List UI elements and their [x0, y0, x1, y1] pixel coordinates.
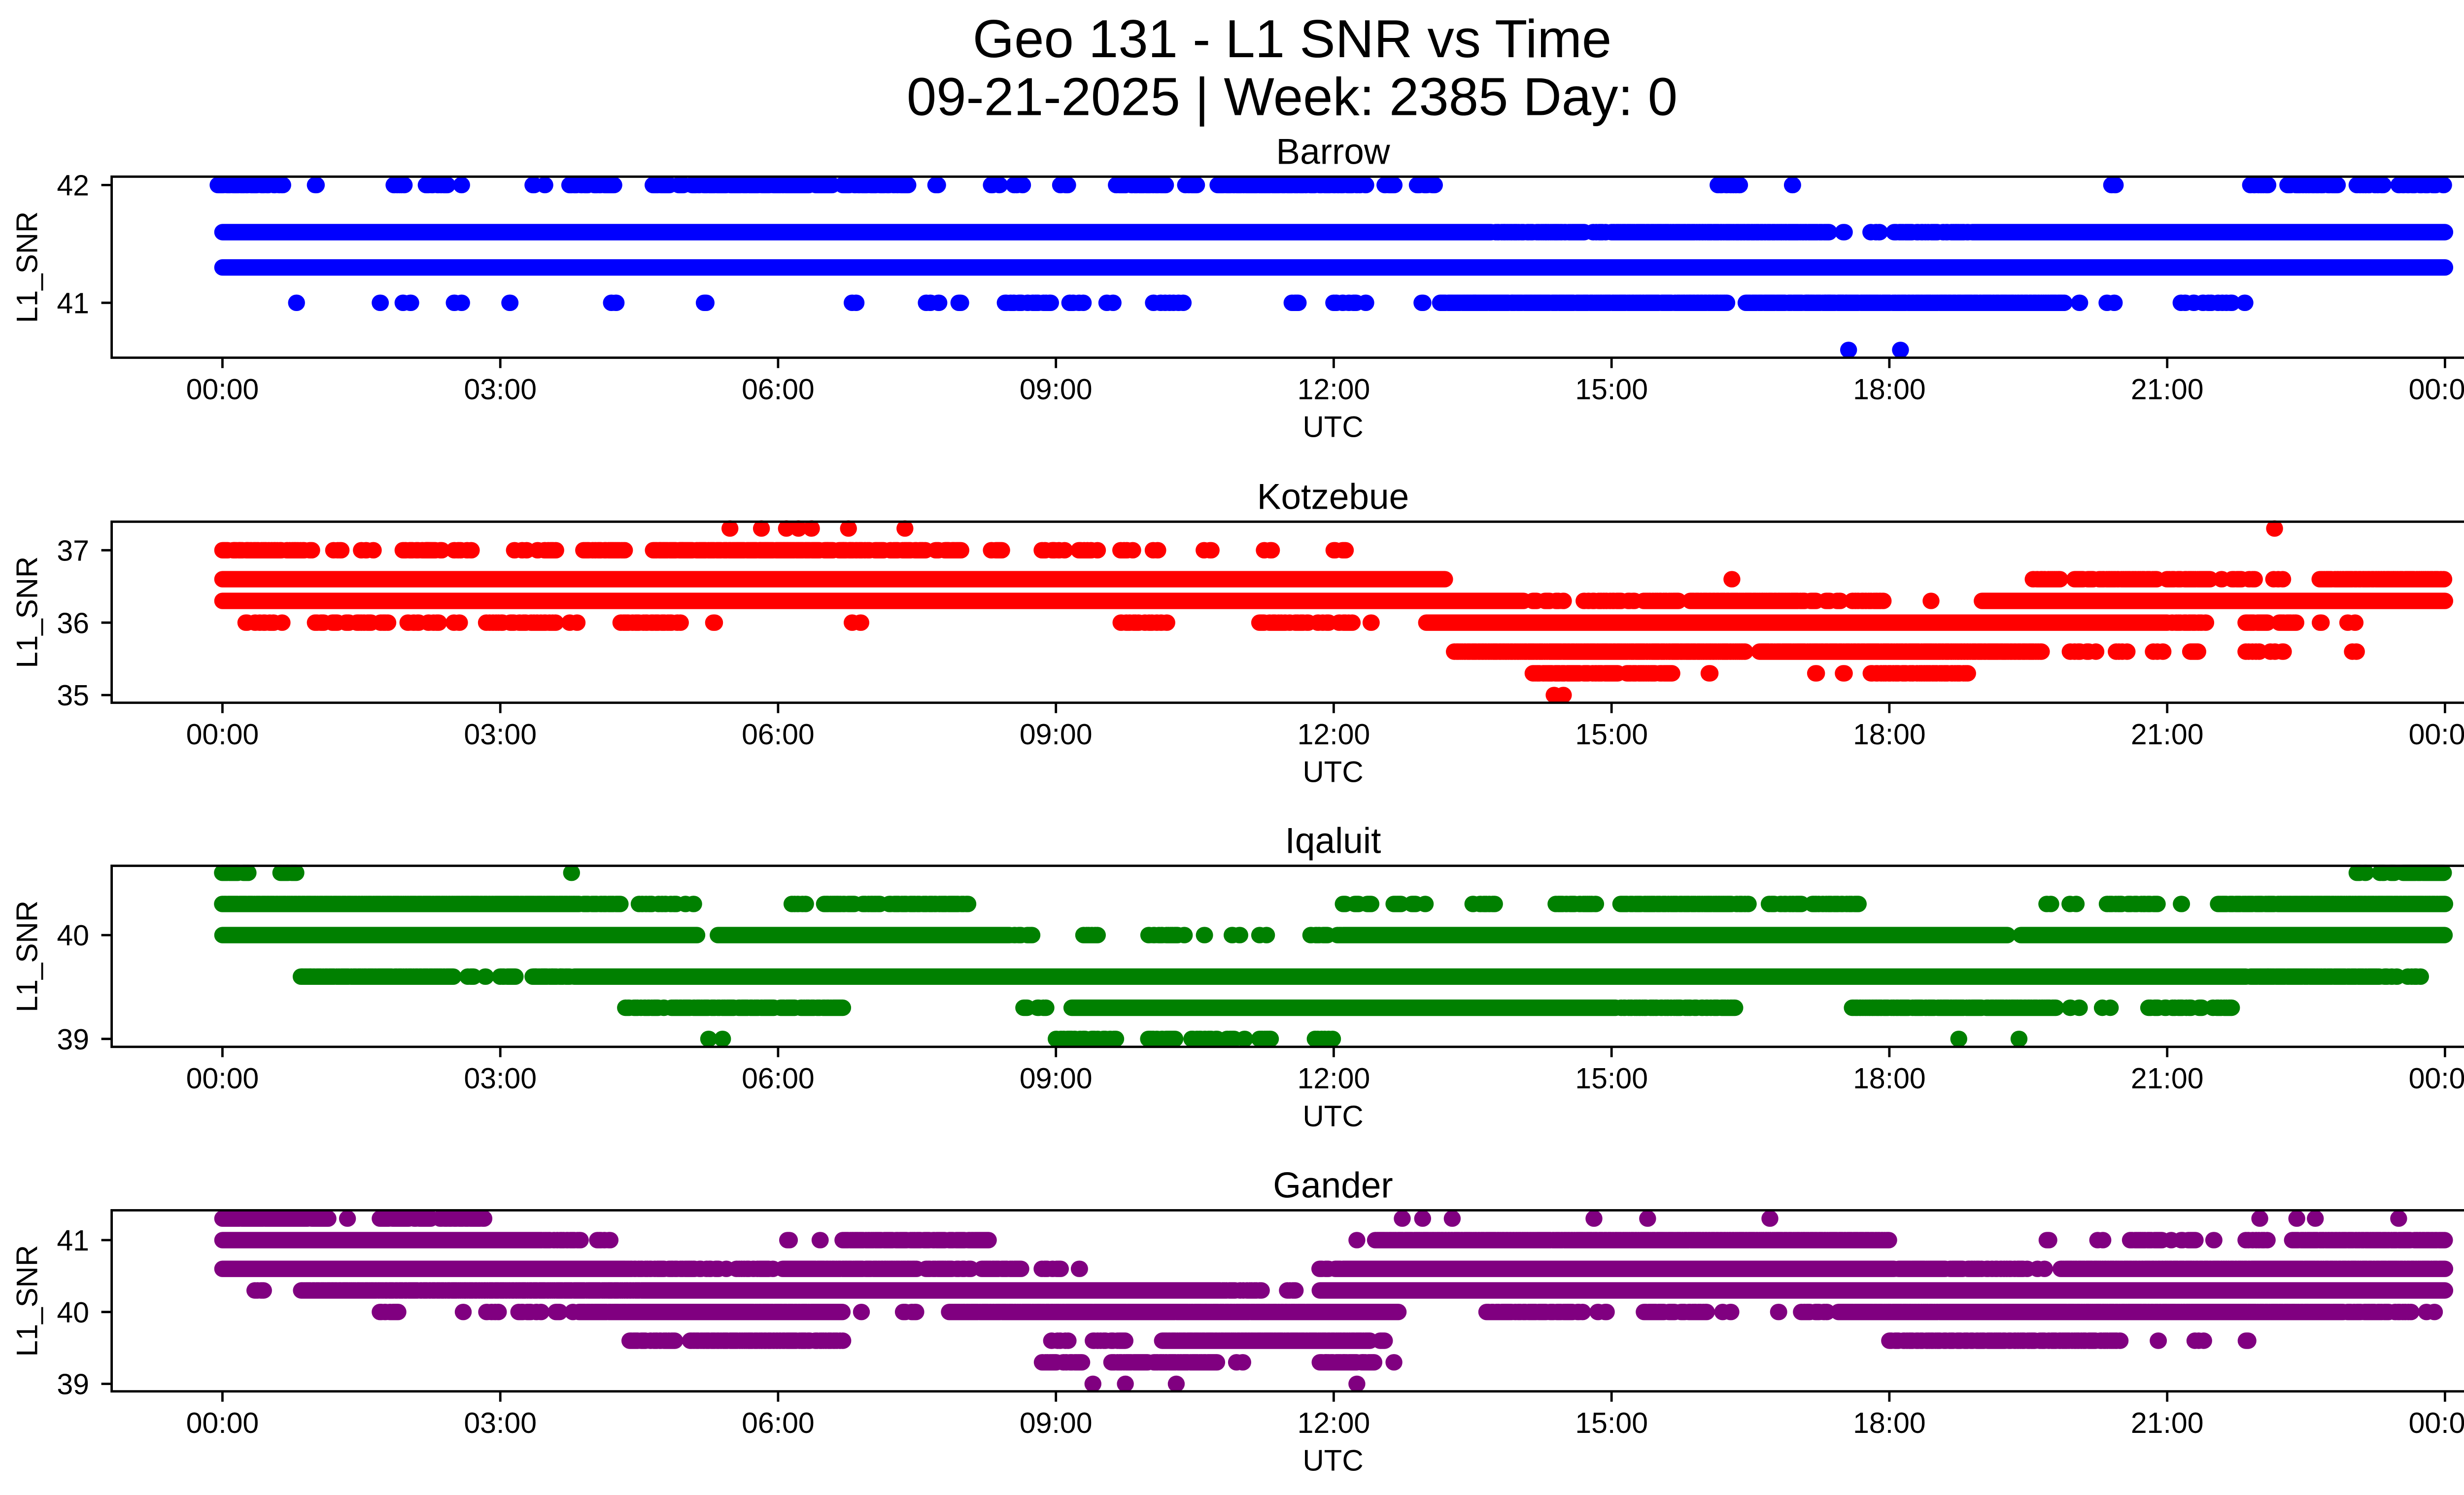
- svg-text:03:00: 03:00: [464, 1062, 537, 1095]
- svg-text:21:00: 21:00: [2131, 373, 2204, 406]
- svg-text:L1_SNR: L1_SNR: [11, 211, 44, 323]
- svg-text:00:00: 00:00: [2409, 373, 2464, 406]
- svg-text:06:00: 06:00: [742, 718, 815, 751]
- svg-text:00:00: 00:00: [2409, 1407, 2464, 1439]
- svg-text:18:00: 18:00: [1853, 373, 1926, 406]
- svg-text:15:00: 15:00: [1575, 718, 1648, 751]
- svg-text:39: 39: [57, 1023, 89, 1056]
- svg-text:39: 39: [57, 1368, 89, 1401]
- svg-text:09-21-2025 | Week: 2385 Day: 0: 09-21-2025 | Week: 2385 Day: 0: [907, 67, 1677, 126]
- svg-text:UTC: UTC: [1302, 1100, 1363, 1133]
- svg-text:00:00: 00:00: [186, 1062, 259, 1095]
- svg-text:12:00: 12:00: [1298, 373, 1370, 406]
- svg-text:21:00: 21:00: [2131, 718, 2204, 751]
- svg-text:Gander: Gander: [1273, 1166, 1393, 1206]
- svg-text:40: 40: [57, 1296, 89, 1329]
- svg-text:09:00: 09:00: [1020, 718, 1093, 751]
- svg-text:00:00: 00:00: [186, 1407, 259, 1439]
- svg-text:15:00: 15:00: [1575, 1407, 1648, 1439]
- svg-text:15:00: 15:00: [1575, 373, 1648, 406]
- svg-text:12:00: 12:00: [1298, 1407, 1370, 1439]
- svg-text:12:00: 12:00: [1298, 1062, 1370, 1095]
- svg-text:40: 40: [57, 919, 89, 952]
- svg-text:18:00: 18:00: [1853, 1062, 1926, 1095]
- svg-text:00:00: 00:00: [186, 718, 259, 751]
- svg-text:03:00: 03:00: [464, 718, 537, 751]
- svg-text:18:00: 18:00: [1853, 1407, 1926, 1439]
- svg-text:36: 36: [57, 607, 89, 639]
- svg-text:06:00: 06:00: [742, 1062, 815, 1095]
- svg-text:06:00: 06:00: [742, 373, 815, 406]
- svg-text:Barrow: Barrow: [1276, 132, 1390, 172]
- svg-text:UTC: UTC: [1302, 1444, 1363, 1477]
- svg-text:UTC: UTC: [1302, 411, 1363, 444]
- svg-text:42: 42: [57, 170, 89, 202]
- svg-text:03:00: 03:00: [464, 373, 537, 406]
- svg-text:00:00: 00:00: [2409, 1062, 2464, 1095]
- svg-text:Iqaluit: Iqaluit: [1285, 821, 1381, 861]
- svg-text:03:00: 03:00: [464, 1407, 537, 1439]
- svg-text:41: 41: [57, 287, 89, 319]
- svg-text:35: 35: [57, 679, 89, 712]
- svg-text:Kotzebue: Kotzebue: [1257, 477, 1409, 517]
- svg-text:L1_SNR: L1_SNR: [11, 556, 44, 668]
- svg-text:L1_SNR: L1_SNR: [11, 901, 44, 1012]
- svg-text:12:00: 12:00: [1298, 718, 1370, 751]
- svg-text:L1_SNR: L1_SNR: [11, 1245, 44, 1357]
- svg-text:21:00: 21:00: [2131, 1407, 2204, 1439]
- svg-text:Geo 131 - L1 SNR vs Time: Geo 131 - L1 SNR vs Time: [973, 9, 1612, 69]
- svg-text:37: 37: [57, 534, 89, 567]
- svg-text:UTC: UTC: [1302, 756, 1363, 789]
- svg-text:09:00: 09:00: [1020, 1407, 1093, 1439]
- svg-text:21:00: 21:00: [2131, 1062, 2204, 1095]
- svg-text:41: 41: [57, 1224, 89, 1257]
- svg-text:18:00: 18:00: [1853, 718, 1926, 751]
- svg-text:06:00: 06:00: [742, 1407, 815, 1439]
- svg-text:09:00: 09:00: [1020, 373, 1093, 406]
- svg-text:09:00: 09:00: [1020, 1062, 1093, 1095]
- svg-text:00:00: 00:00: [2409, 718, 2464, 751]
- svg-text:15:00: 15:00: [1575, 1062, 1648, 1095]
- svg-text:00:00: 00:00: [186, 373, 259, 406]
